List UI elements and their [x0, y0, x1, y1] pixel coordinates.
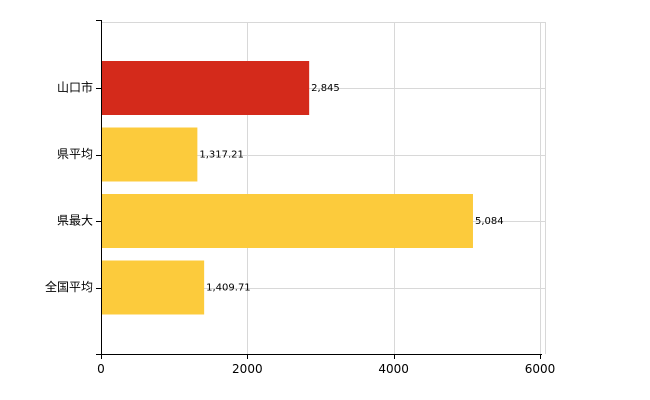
bar-1: [101, 127, 198, 182]
bars: [101, 61, 473, 315]
data-label-2: 5,084: [475, 216, 504, 227]
bar-2: [101, 194, 473, 248]
category-label-0: 山口市: [57, 80, 93, 95]
category-label-2: 県最大: [57, 214, 93, 228]
bar-3: [101, 260, 205, 315]
category-label-3: 全国平均: [45, 279, 93, 294]
axes: [96, 20, 542, 359]
x-tick-label-1: 2000: [232, 362, 263, 376]
data-label-1: 1,317.21: [199, 150, 244, 161]
data-label-0: 2,845: [311, 83, 340, 94]
x-tick-label-0: 0: [97, 362, 105, 376]
x-tick-label-3: 6000: [525, 362, 556, 376]
data-label-3: 1,409.71: [206, 283, 251, 294]
bar-0: [101, 61, 310, 115]
category-label-1: 県平均: [57, 147, 93, 161]
x-tick-label-2: 4000: [378, 362, 409, 376]
